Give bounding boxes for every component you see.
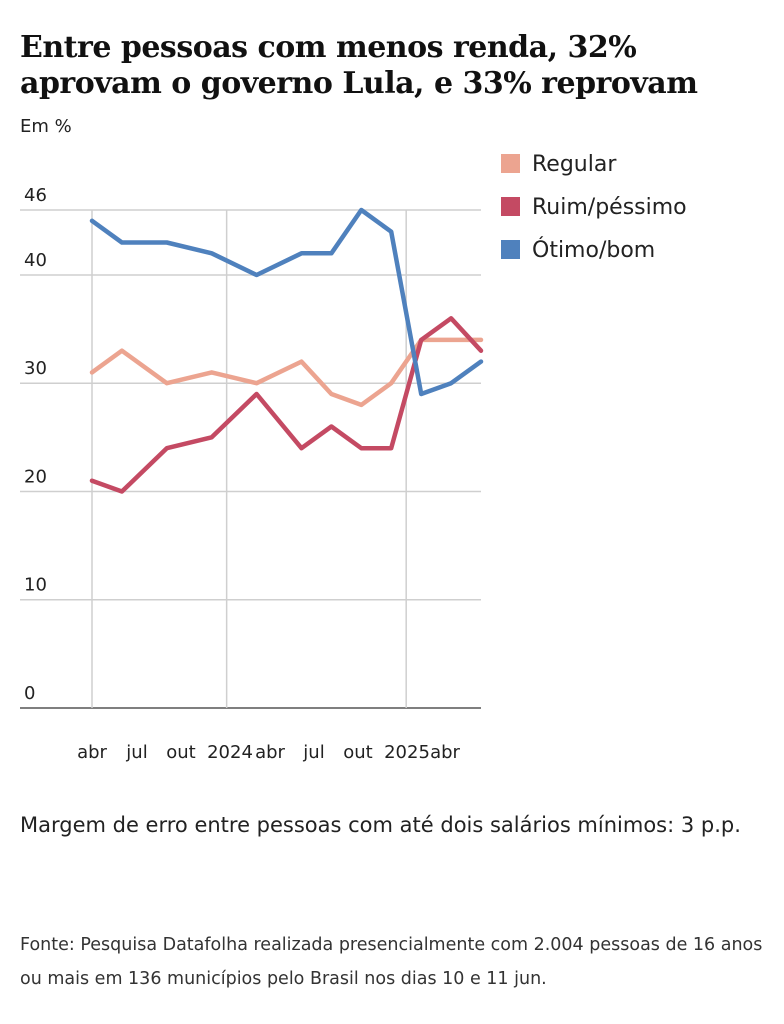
chart-title: Entre pessoas com menos renda, 32% aprov… (20, 30, 698, 101)
series-line-2 (89, 316, 484, 494)
y-tick-label: 46 (24, 185, 47, 206)
series-lines (89, 207, 484, 494)
y-tick-label: 30 (24, 358, 47, 379)
series-line-1 (89, 337, 484, 408)
y-tick-label: 20 (24, 466, 47, 487)
legend: Regular Ruim/péssimo Ótimo/bom (501, 152, 687, 263)
legend-label: Ótimo/bom (532, 237, 655, 263)
legend-swatch (501, 240, 520, 259)
unit-label: Em % (20, 116, 72, 137)
margin-of-error-note: Margem de erro entre pessoas com até doi… (20, 813, 741, 837)
grid (20, 209, 481, 709)
x-tick-label: abr (77, 742, 107, 763)
x-axis-ticks: abr jul out 2024 abr jul out 2025 abr (77, 742, 460, 763)
x-tick-label: out (343, 742, 372, 763)
x-tick-label: abr (255, 742, 285, 763)
series-line-3 (89, 207, 484, 397)
y-tick-label: 0 (24, 683, 35, 704)
legend-swatch (501, 154, 520, 173)
x-tick-label: jul (302, 742, 324, 763)
x-tick-label: jul (125, 742, 147, 763)
source-note: Fonte: Pesquisa Datafolha realizada pres… (20, 935, 763, 989)
x-tick-label: 2024 (207, 742, 253, 763)
legend-label: Regular (532, 152, 617, 177)
y-tick-label: 40 (24, 250, 47, 271)
x-tick-label: out (166, 742, 195, 763)
y-axis-ticks: 0 10 20 30 40 46 (24, 185, 47, 704)
legend-swatch (501, 197, 520, 216)
x-tick-label: 2025 (384, 742, 430, 763)
legend-label: Ruim/péssimo (532, 195, 687, 220)
x-tick-label: abr (430, 742, 460, 763)
y-tick-label: 10 (24, 575, 47, 596)
